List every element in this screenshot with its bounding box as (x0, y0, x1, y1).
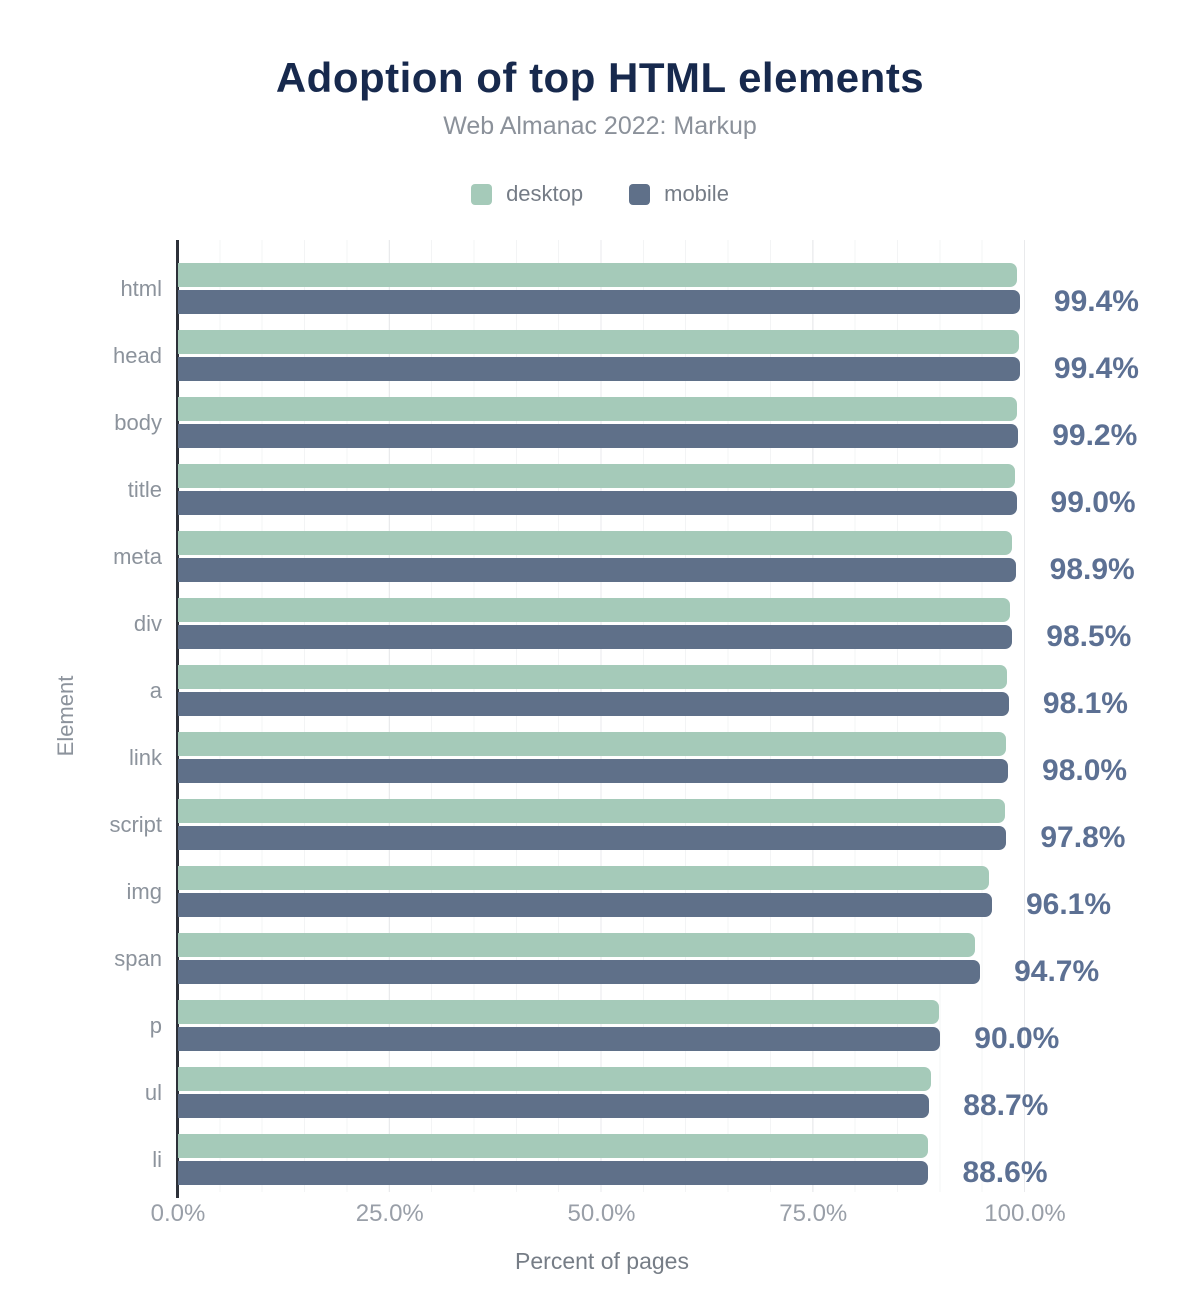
category-label-body: body (114, 409, 162, 435)
desktop-bar-html (178, 263, 1018, 287)
x-axis-title: Percent of pages (515, 1248, 689, 1274)
mobile-swatch-icon (629, 183, 651, 205)
value-label-ul: 88.7% (963, 1089, 1049, 1122)
category-label-link: link (128, 744, 162, 770)
category-label-li: li (152, 1146, 162, 1172)
mobile-bar-span (178, 960, 981, 984)
legend-item-desktop: desktop (471, 181, 583, 207)
x-tick-25: 25.0% (355, 1200, 424, 1227)
legend-label-mobile: mobile (664, 181, 729, 206)
desktop-bar-div (178, 598, 1010, 622)
category-label-a: a (149, 677, 162, 703)
category-label-img: img (126, 878, 162, 904)
value-label-title: 99.0% (1050, 486, 1136, 519)
desktop-bar-script (178, 799, 1005, 823)
mobile-bar-div (178, 625, 1013, 649)
category-label-script: script (109, 811, 162, 837)
desktop-swatch-icon (471, 183, 493, 205)
category-label-span: span (114, 945, 162, 971)
desktop-bar-ul (178, 1067, 931, 1091)
desktop-bar-span (178, 933, 976, 957)
value-label-link: 98.0% (1042, 754, 1128, 787)
category-label-html: html (120, 275, 162, 301)
value-label-span: 94.7% (1014, 955, 1100, 988)
mobile-bar-body (178, 424, 1019, 448)
mobile-bar-li (178, 1161, 929, 1185)
desktop-bar-head (178, 330, 1020, 354)
x-tick-50: 50.0% (567, 1200, 636, 1227)
value-label-body: 99.2% (1052, 419, 1138, 452)
y-axis-title: Element (53, 675, 78, 757)
desktop-bar-img (178, 866, 990, 890)
desktop-bar-meta (178, 531, 1013, 555)
value-label-img: 96.1% (1025, 888, 1112, 921)
category-label-title: title (127, 476, 162, 502)
x-tick-75: 75.0% (779, 1200, 848, 1227)
mobile-bar-link (178, 759, 1009, 783)
desktop-bar-li (178, 1134, 929, 1158)
value-label-p: 90.0% (974, 1022, 1060, 1055)
mobile-bar-a (178, 692, 1009, 716)
mobile-bar-img (178, 893, 992, 917)
category-label-head: head (113, 342, 162, 368)
y-axis-line (176, 240, 179, 1198)
value-label-html: 99.4% (1053, 285, 1139, 318)
legend-item-mobile: mobile (629, 181, 729, 207)
category-label-ul: ul (144, 1079, 162, 1105)
desktop-bar-a (178, 665, 1008, 689)
mobile-bar-meta (178, 558, 1016, 582)
value-label-a: 98.1% (1042, 687, 1128, 720)
value-label-head: 99.4% (1053, 352, 1139, 385)
category-label-meta: meta (113, 543, 162, 569)
desktop-bar-title (178, 464, 1015, 488)
x-tick-0: 0.0% (150, 1200, 206, 1227)
mobile-bar-p (178, 1027, 941, 1051)
legend: desktop mobile (0, 181, 1200, 207)
legend-label-desktop: desktop (506, 181, 584, 206)
mobile-bar-head (178, 357, 1020, 381)
value-label-script: 97.8% (1040, 821, 1126, 854)
chart-title: Adoption of top HTML elements (275, 54, 925, 101)
value-label-li: 88.6% (962, 1156, 1048, 1189)
desktop-bar-p (178, 1000, 940, 1024)
value-label-div: 98.5% (1046, 620, 1132, 653)
desktop-bar-link (178, 732, 1006, 756)
mobile-bar-title (178, 491, 1017, 515)
desktop-bar-body (178, 397, 1017, 421)
category-label-p: p (149, 1012, 162, 1038)
value-label-meta: 98.9% (1049, 553, 1135, 586)
mobile-bar-script (178, 826, 1007, 850)
mobile-bar-html (178, 290, 1020, 314)
x-tick-100: 100.0% (984, 1200, 1066, 1227)
mobile-bar-ul (178, 1094, 930, 1118)
category-label-div: div (133, 610, 162, 636)
chart-subtitle: Web Almanac 2022: Markup (443, 112, 757, 140)
